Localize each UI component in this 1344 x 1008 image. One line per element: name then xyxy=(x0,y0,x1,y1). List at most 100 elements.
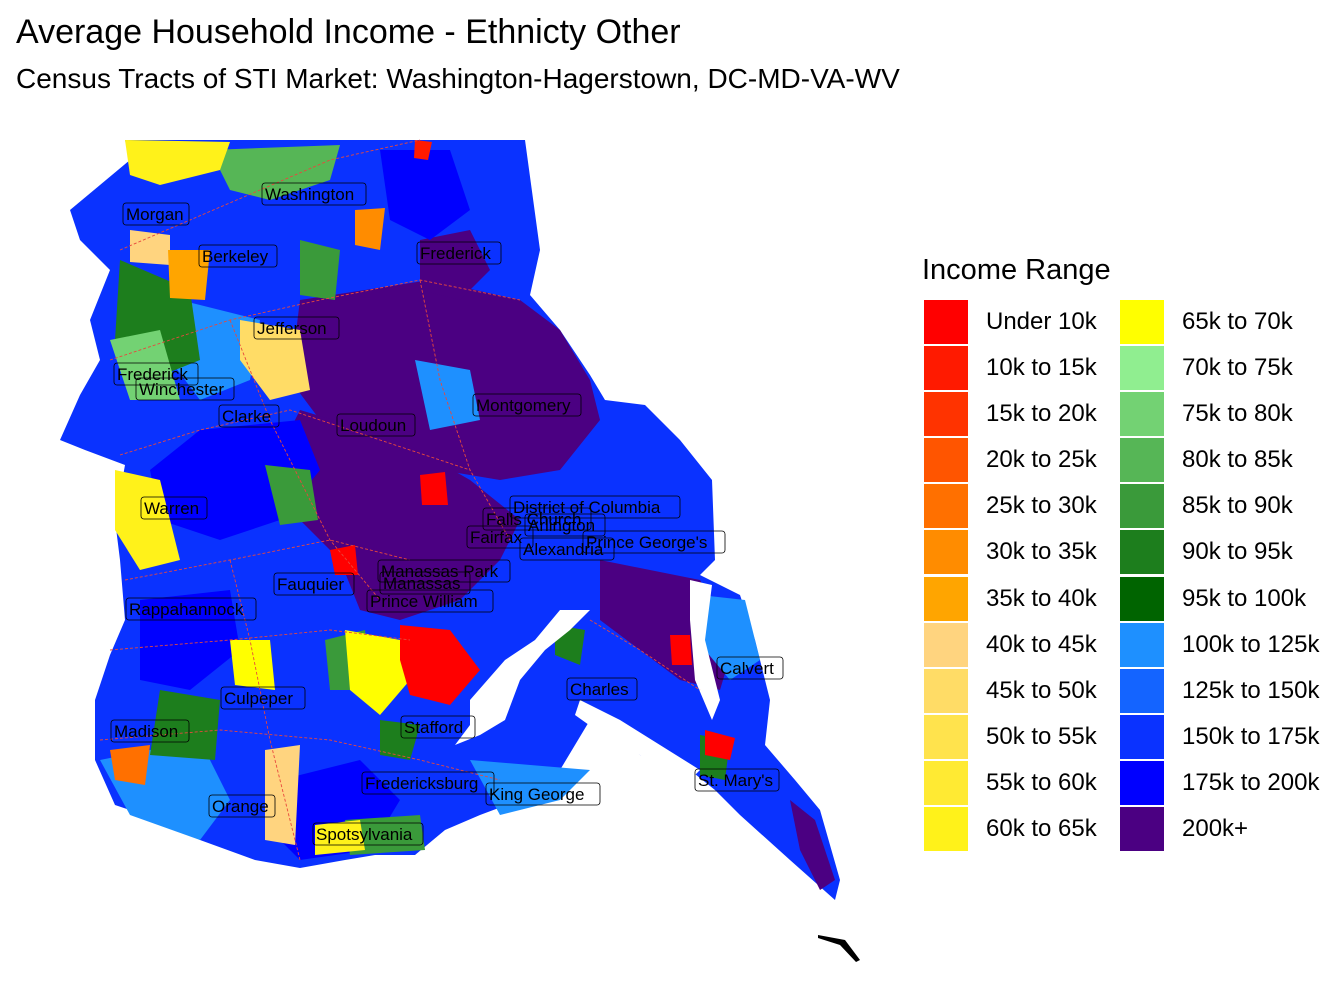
potomac-river xyxy=(455,610,590,745)
svg-text:Manassas: Manassas xyxy=(383,574,460,593)
map-label-alexandria: Alexandria xyxy=(519,537,615,561)
svg-text:Prince William: Prince William xyxy=(370,592,478,611)
svg-text:King George: King George xyxy=(489,785,584,804)
legend-label: 40k to 45k xyxy=(986,630,1097,658)
svg-text:Loudoun: Loudoun xyxy=(340,416,406,435)
map-label-prince-georges: Prince George's xyxy=(582,530,726,554)
region-yellow-8 xyxy=(130,230,170,265)
region-100k-4 xyxy=(415,360,480,430)
patuxent-river xyxy=(575,700,700,780)
legend-label: 80k to 85k xyxy=(1182,446,1293,474)
map-label-fredericksburg: Fredericksburg xyxy=(361,771,495,795)
legend-swatch xyxy=(924,714,968,759)
map-label-frederick-va: Frederick xyxy=(113,362,199,386)
legend-label: 200k+ xyxy=(1182,815,1249,843)
legend-label: 90k to 95k xyxy=(1182,538,1293,566)
svg-text:Washington: Washington xyxy=(265,185,354,204)
svg-text:Fredericksburg: Fredericksburg xyxy=(365,774,478,793)
legend-swatch xyxy=(924,438,968,483)
legend-swatch xyxy=(1120,300,1164,344)
island-speck xyxy=(818,935,860,962)
svg-text:Prince George's: Prince George's xyxy=(586,533,707,552)
legend-label: 30k to 35k xyxy=(986,538,1097,566)
map-label-fauquier: Fauquier xyxy=(273,572,355,596)
region-175k-north xyxy=(380,150,470,240)
map-label-king-george: King George xyxy=(485,782,601,806)
map-label-charles: Charles xyxy=(566,677,638,701)
region-yellow-6 xyxy=(265,745,300,845)
legend: Income Range Under 10k 10k to 15k 15k to 2… xyxy=(922,248,1342,868)
legend-label: 95k to 100k xyxy=(1182,584,1307,612)
svg-text:Winchester: Winchester xyxy=(139,380,224,399)
map-label-washington: Washington xyxy=(261,182,367,206)
svg-text:Calvert: Calvert xyxy=(720,659,774,678)
region-green-4 xyxy=(265,465,318,525)
legend-swatch xyxy=(1120,622,1164,667)
svg-text:Clarke: Clarke xyxy=(222,407,271,426)
svg-text:Stafford: Stafford xyxy=(404,718,463,737)
legend-swatch xyxy=(1120,714,1164,759)
svg-text:Fauquier: Fauquier xyxy=(277,575,344,594)
map-label-orange: Orange xyxy=(208,794,276,818)
map-label-warren: Warren xyxy=(140,496,208,520)
legend-swatch xyxy=(924,622,968,667)
svg-text:Morgan: Morgan xyxy=(126,205,184,224)
legend-swatch xyxy=(1120,807,1164,852)
legend-swatch xyxy=(924,300,968,344)
chart-title: Average Household Income - Ethnicty Othe… xyxy=(16,13,681,51)
map-label-manassas-park: Manassas Park xyxy=(377,559,511,583)
county-labels: Washington Morgan Berkeley Frederick Jef… xyxy=(110,182,784,846)
svg-text:Falls Church: Falls Church xyxy=(486,510,581,529)
region-yellow-1 xyxy=(125,140,230,185)
legend-swatch xyxy=(924,346,968,391)
svg-text:Fairfax: Fairfax xyxy=(470,528,522,547)
svg-text:Berkeley: Berkeley xyxy=(202,247,269,266)
map-label-fairfax: Fairfax xyxy=(466,525,534,549)
map-label-rappahannock: Rappahannock xyxy=(125,597,257,621)
legend-label: 100k to 125k xyxy=(1182,630,1320,658)
legend-label: 35k to 40k xyxy=(986,584,1097,612)
map-label-spotsylvania: Spotsylvania xyxy=(312,822,424,846)
region-yellow-2 xyxy=(240,320,310,400)
svg-text:Manassas Park: Manassas Park xyxy=(381,562,499,581)
map-label-culpeper: Culpeper xyxy=(220,686,306,710)
svg-text:Jefferson: Jefferson xyxy=(257,319,327,338)
map-label-jefferson: Jefferson xyxy=(253,316,340,340)
legend-label: 75k to 80k xyxy=(1182,400,1293,428)
map-label-falls-church: Falls Church xyxy=(482,507,592,531)
svg-text:Madison: Madison xyxy=(114,722,178,741)
legend-swatch xyxy=(924,484,968,529)
region-red-5 xyxy=(705,730,735,760)
map-label-madison: Madison xyxy=(110,719,190,743)
svg-text:Spotsylvania: Spotsylvania xyxy=(316,825,413,844)
region-yellow-3 xyxy=(115,470,180,570)
svg-text:Rappahannock: Rappahannock xyxy=(129,600,244,619)
legend-swatch xyxy=(924,576,968,621)
region-orange-2 xyxy=(355,208,385,250)
svg-text:Warren: Warren xyxy=(144,499,199,518)
legend-swatch xyxy=(924,807,968,852)
region-green-1 xyxy=(210,145,340,200)
region-red-4 xyxy=(670,635,692,665)
legend-label: 85k to 90k xyxy=(1182,492,1293,520)
region-green-5 xyxy=(150,690,220,760)
legend-swatch xyxy=(1120,576,1164,621)
legend-label: 15k to 20k xyxy=(986,400,1097,428)
region-red-1 xyxy=(400,625,480,705)
region-red-6 xyxy=(414,140,432,160)
svg-text:Arlington: Arlington xyxy=(528,516,595,535)
chesapeake-gap xyxy=(690,580,720,720)
region-green-6 xyxy=(300,240,340,300)
region-100k-5 xyxy=(700,595,760,680)
svg-text:Montgomery: Montgomery xyxy=(476,396,571,415)
legend-label: 125k to 150k xyxy=(1182,676,1320,704)
svg-text:Orange: Orange xyxy=(212,797,269,816)
map-label-stafford: Stafford xyxy=(400,715,476,739)
legend-label: 45k to 50k xyxy=(986,676,1097,704)
region-100k-3 xyxy=(470,760,590,815)
map-label-winchester: Winchester xyxy=(135,377,235,401)
legend-swatch xyxy=(1120,484,1164,529)
legend-swatch xyxy=(924,530,968,575)
legend-swatch xyxy=(1120,760,1164,805)
region-200k-loudoun xyxy=(270,410,520,620)
